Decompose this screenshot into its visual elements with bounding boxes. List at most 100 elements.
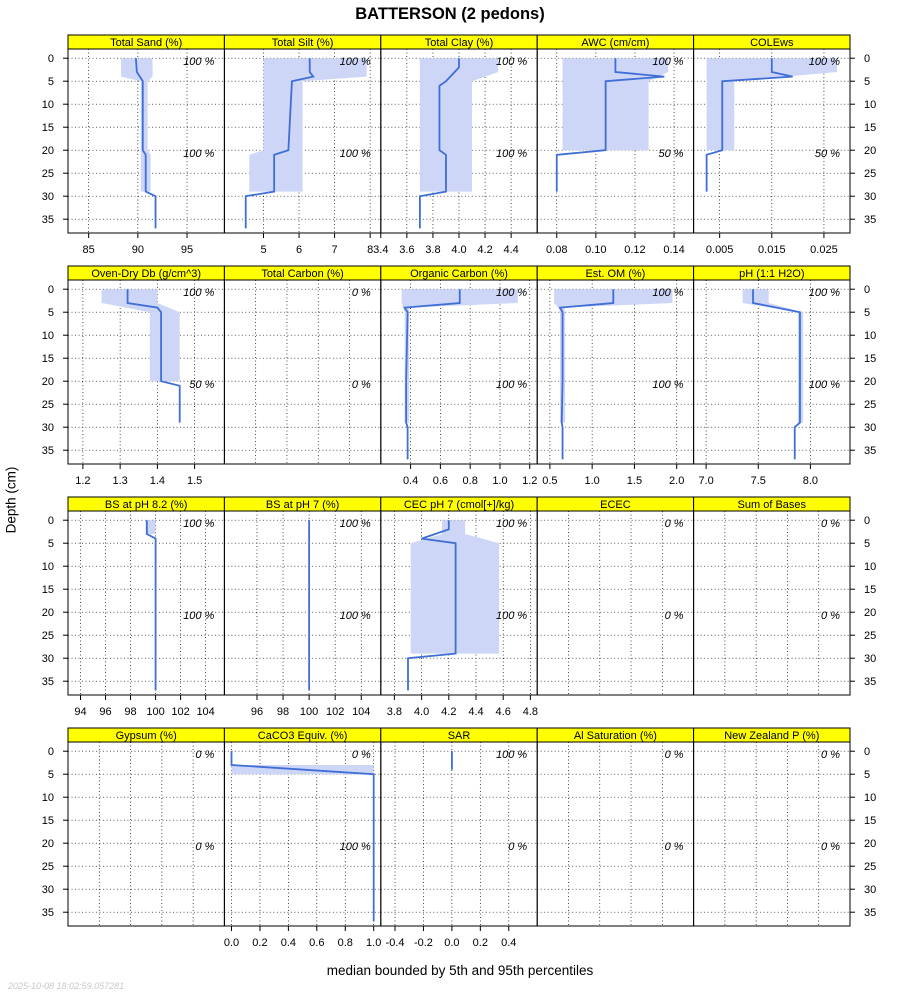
depth-tick-label: 25 xyxy=(864,861,876,873)
depth-tick-label: 5 xyxy=(48,307,54,319)
depth-tick-label: 35 xyxy=(42,907,54,919)
x-tick-label: 0.10 xyxy=(585,244,606,256)
panel-bs-at-ph-7: BS at pH 7 (%)100 %100 %96 98 100 102 104 xyxy=(223,496,382,718)
panel-border xyxy=(693,741,851,927)
x-tick-label: 0.4 xyxy=(403,475,418,487)
x-tick-label: 3.4 xyxy=(373,244,388,256)
x-tick-label: 98 xyxy=(124,706,136,718)
median-line xyxy=(558,289,615,460)
percent-annotation: 0 % xyxy=(352,287,371,299)
panel-title: Total Clay (%) xyxy=(425,37,493,49)
percent-annotation: 100 % xyxy=(183,287,214,299)
depth-tick-label: 0 xyxy=(48,746,54,758)
panel-title: New Zealand P (%) xyxy=(724,730,819,742)
x-tick-label: 95 xyxy=(181,244,193,256)
x-tick-label: 104 xyxy=(196,706,214,718)
percent-annotation: 100 % xyxy=(183,518,214,530)
depth-tick-label: 35 xyxy=(42,445,54,457)
depth-tick-label: 20 xyxy=(864,838,876,850)
x-tick-label: 102 xyxy=(326,706,344,718)
panel-title: CEC pH 7 (cmol[+]/kg) xyxy=(404,499,514,511)
x-tick-label: 0.2 xyxy=(473,937,488,949)
depth-tick-label: 10 xyxy=(42,99,54,111)
panel-total-clay: Total Clay (%)100 %100 %3.4 3.6 3.8 4.0 4.2 4… xyxy=(373,34,538,256)
depth-tick-label: 10 xyxy=(864,99,876,111)
percent-annotation: 100 % xyxy=(496,287,527,299)
percent-annotation: 100 % xyxy=(496,148,527,160)
depth-tick-label: 20 xyxy=(42,838,54,850)
x-tick-label: 0.015 xyxy=(758,244,786,256)
x-tick-label: 4.0 xyxy=(414,706,429,718)
depth-tick-label: 0 xyxy=(864,284,870,296)
x-tick-label: 0.08 xyxy=(546,244,567,256)
depth-tick-label: 25 xyxy=(42,399,54,411)
x-tick-label: 1.3 xyxy=(112,475,127,487)
depth-tick-label: 20 xyxy=(864,376,876,388)
percent-annotation: 100 % xyxy=(340,148,371,160)
percent-annotation: 0 % xyxy=(195,841,214,853)
panel-border xyxy=(380,741,538,927)
panel-title: Organic Carbon (%) xyxy=(410,268,508,280)
timestamp: 2025-10-08 18:02:59.057281 xyxy=(8,981,125,991)
depth-tick-label: 30 xyxy=(42,653,54,665)
median-line xyxy=(555,58,665,192)
x-tick-label: 0.6 xyxy=(433,475,448,487)
percent-annotation: 100 % xyxy=(809,287,840,299)
panel-title: Total Sand (%) xyxy=(110,37,182,49)
median-line xyxy=(244,58,315,229)
depth-tick-label: 25 xyxy=(864,630,876,642)
panel-title: Oven-Dry Db (g/cm^3) xyxy=(91,268,201,280)
percent-annotation: 0 % xyxy=(821,841,840,853)
panel-title: Sum of Bases xyxy=(738,499,807,511)
panel-total-sand: Total Sand (%)100 %100 %85 90 95 xyxy=(67,34,225,256)
x-tick-label: -0.4 xyxy=(386,937,405,949)
x-tick-label: 100 xyxy=(146,706,164,718)
percent-annotation: 100 % xyxy=(652,56,683,68)
panel-ecec: ECEC 0 % 0 % xyxy=(536,496,695,696)
depth-tick-label: 5 xyxy=(864,307,870,319)
percent-annotation: 0 % xyxy=(508,841,527,853)
percent-annotation: 50 % xyxy=(815,148,840,160)
panel-colews: COLEws 100 % 50 % 0.005 0.015 0.025 xyxy=(693,34,851,256)
x-tick-label: 100 xyxy=(300,706,318,718)
percent-annotation: 0 % xyxy=(352,379,371,391)
x-tick-label: 4.0 xyxy=(451,244,466,256)
depth-tick-label: 15 xyxy=(864,122,876,134)
x-tick-label: 1.5 xyxy=(187,475,202,487)
depth-tick-label: 30 xyxy=(864,653,876,665)
depth-tick-label: 10 xyxy=(42,561,54,573)
panel-total-carbon: Total Carbon (%) 0 % 0 % xyxy=(223,265,382,465)
x-tick-label: 3.8 xyxy=(387,706,402,718)
panel-title: BS at pH 7 (%) xyxy=(266,499,339,511)
panel-border xyxy=(67,510,225,696)
depth-tick-label: 10 xyxy=(42,792,54,804)
percent-annotation: 0 % xyxy=(821,610,840,622)
panel-title: COLEws xyxy=(750,37,794,49)
x-tick-label: 1.5 xyxy=(627,475,642,487)
percent-annotation: 100 % xyxy=(340,518,371,530)
x-tick-label: 0.12 xyxy=(624,244,645,256)
percent-annotation: 100 % xyxy=(340,610,371,622)
percent-annotation: 100 % xyxy=(340,56,371,68)
x-tick-label: 3.6 xyxy=(399,244,414,256)
panel-title: BS at pH 8.2 (%) xyxy=(105,499,188,511)
x-tick-label: 0.6 xyxy=(309,937,324,949)
percent-annotation: 0 % xyxy=(352,749,371,761)
x-tick-label: 0.2 xyxy=(252,937,267,949)
panel-title: SAR xyxy=(448,730,471,742)
depth-tick-label: 25 xyxy=(42,861,54,873)
percentile-band xyxy=(401,289,518,423)
panel-est-om: Est. OM (%) 100 % 100 % 0.5 1.0 1.5 2.0 xyxy=(536,265,695,487)
panel-ph-1-1-h2o: pH (1:1 H2O) 100 % 100 % 7.0 7.5 8.0 xyxy=(693,265,851,487)
x-tick-label: 96 xyxy=(251,706,263,718)
panel-border xyxy=(223,510,382,696)
percent-annotation: 100 % xyxy=(496,379,527,391)
x-tick-label: -0.2 xyxy=(414,937,433,949)
median-line xyxy=(418,58,460,229)
depth-tick-label: 10 xyxy=(864,792,876,804)
percent-annotation: 0 % xyxy=(665,518,684,530)
depth-tick-label: 0 xyxy=(48,284,54,296)
percent-annotation: 100 % xyxy=(496,610,527,622)
panel-border xyxy=(536,741,695,927)
